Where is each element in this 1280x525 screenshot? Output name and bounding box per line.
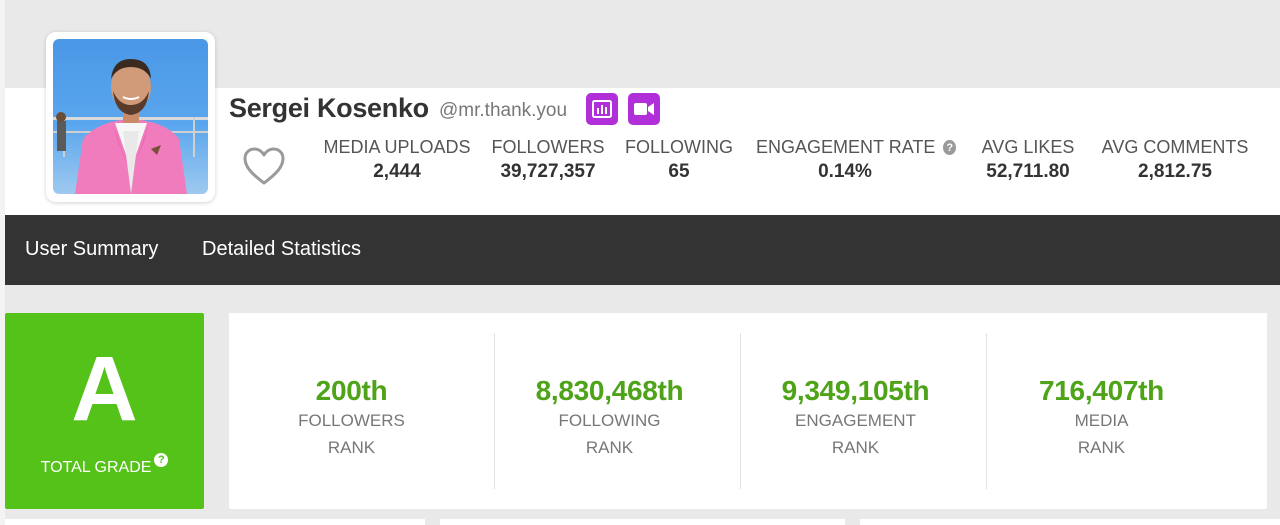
tab-detailed-statistics[interactable]: Detailed Statistics bbox=[202, 238, 361, 260]
divider bbox=[986, 333, 987, 489]
rank-value: 200th bbox=[315, 375, 388, 406]
stat-avg-comments: AVG COMMENTS 2,812.75 bbox=[1101, 137, 1249, 183]
rank-label: FOLLOWING bbox=[558, 411, 661, 430]
video-badge[interactable] bbox=[628, 93, 660, 125]
stat-label: AVG COMMENTS bbox=[1101, 137, 1249, 157]
stat-label: FOLLOWING bbox=[625, 137, 734, 157]
stat-label: FOLLOWERS bbox=[491, 137, 605, 157]
card-edge bbox=[440, 519, 845, 525]
avatar[interactable] bbox=[53, 39, 208, 194]
stat-label: MEDIA UPLOADS bbox=[323, 137, 471, 157]
avatar-frame bbox=[46, 32, 215, 202]
rank-label: MEDIA bbox=[1074, 411, 1129, 430]
rank-label: FOLLOWERS bbox=[298, 411, 405, 430]
stat-value: 65 bbox=[668, 161, 690, 182]
stat-avg-likes: AVG LIKES 52,711.80 bbox=[980, 137, 1076, 183]
stat-followers: FOLLOWERS 39,727,357 bbox=[491, 137, 605, 183]
avatar-photo bbox=[53, 59, 208, 194]
stat-label: ENGAGEMENT RATE bbox=[756, 137, 936, 157]
tab-bar bbox=[5, 215, 1280, 285]
rank-engagement: 9,349,105th ENGAGEMENT RANK bbox=[733, 375, 978, 458]
rank-value: 8,830,468th bbox=[535, 375, 684, 406]
stat-value: 52,711.80 bbox=[986, 161, 1070, 182]
heart-outline-icon[interactable] bbox=[242, 146, 286, 186]
rank-sublabel: RANK bbox=[1077, 438, 1126, 457]
stat-label: AVG LIKES bbox=[981, 137, 1075, 157]
profile-handle[interactable]: @mr.thank.you bbox=[439, 100, 568, 121]
video-camera-icon bbox=[634, 103, 654, 115]
rank-followers: 200th FOLLOWERS RANK bbox=[229, 375, 474, 458]
rank-sublabel: RANK bbox=[327, 438, 376, 457]
page-edge bbox=[0, 0, 5, 525]
grade-label: TOTAL GRADE bbox=[40, 459, 152, 476]
rank-following: 8,830,468th FOLLOWING RANK bbox=[487, 375, 732, 458]
stat-following: FOLLOWING 65 bbox=[625, 137, 734, 183]
rank-sublabel: RANK bbox=[585, 438, 634, 457]
profile-name: Sergei Kosenko bbox=[229, 93, 429, 123]
rank-media: 716,407th MEDIA RANK bbox=[979, 375, 1224, 458]
ranks-card: 200th FOLLOWERS RANK 8,830,468th FOLLOWI… bbox=[229, 313, 1267, 509]
stat-media-uploads: MEDIA UPLOADS 2,444 bbox=[323, 137, 471, 183]
card-edge bbox=[860, 519, 1280, 525]
rank-value: 9,349,105th bbox=[781, 375, 930, 406]
bar-chart-icon bbox=[592, 100, 612, 118]
stat-value: 0.14% bbox=[818, 161, 872, 182]
stat-value: 39,727,357 bbox=[500, 161, 596, 182]
stat-value: 2,444 bbox=[373, 161, 421, 182]
total-grade-card: A TOTAL GRADE ? bbox=[5, 313, 204, 509]
question-mark-icon[interactable]: ? bbox=[943, 140, 956, 155]
grade-letter: A bbox=[71, 338, 138, 440]
card-edge bbox=[5, 519, 425, 525]
divider bbox=[494, 333, 495, 489]
rank-value: 716,407th bbox=[1039, 375, 1164, 406]
rank-label: ENGAGEMENT bbox=[795, 411, 916, 430]
divider bbox=[740, 333, 741, 489]
question-mark-icon[interactable]: ? bbox=[154, 453, 169, 467]
stat-value: 2,812.75 bbox=[1138, 161, 1212, 182]
stat-engagement-rate: ENGAGEMENT RATE ? 0.14% bbox=[756, 137, 956, 183]
bar-chart-badge[interactable] bbox=[586, 93, 618, 125]
rank-sublabel: RANK bbox=[831, 438, 880, 457]
tab-user-summary[interactable]: User Summary bbox=[25, 238, 159, 260]
